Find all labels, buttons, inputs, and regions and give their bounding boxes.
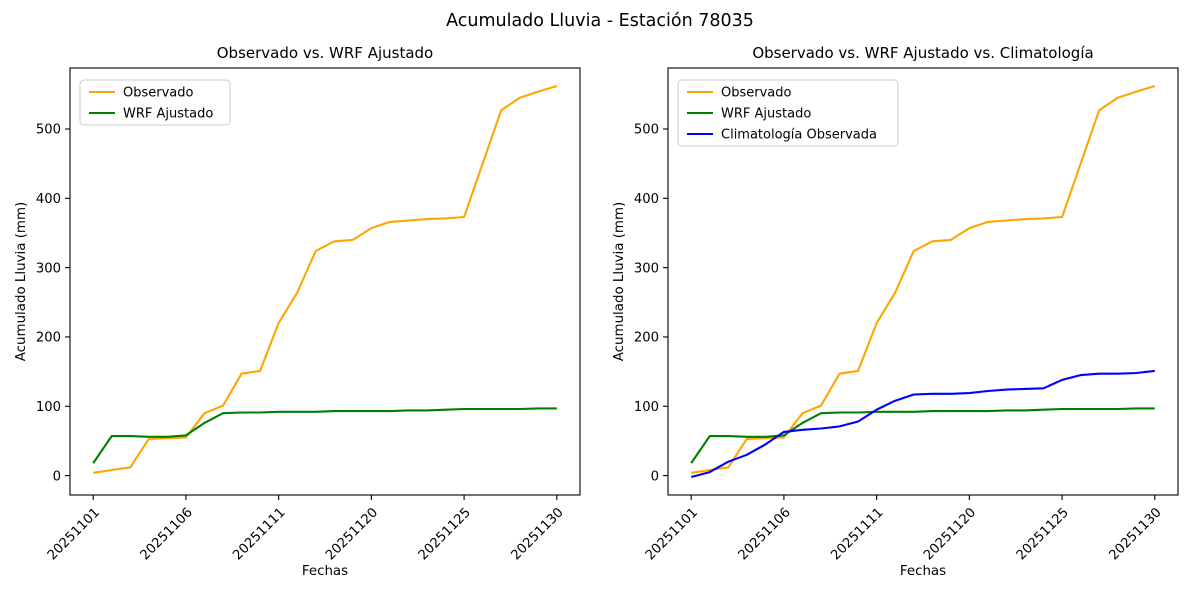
y-axis-label: Acumulado Lluvia (mm) [14,202,29,362]
y-tick-label: 200 [36,331,61,346]
legend-box [79,79,231,126]
x-tick-label: 20251106 [138,505,196,563]
subplot-title: Observado vs. WRF Ajustado vs. Climatolo… [752,44,1093,62]
legend-label-0: Observado [721,86,792,101]
legend-label-2: Climatología Observada [721,128,877,143]
legend-label-0: Observado [123,86,194,101]
x-tick-label: 20251111 [230,505,288,563]
x-tick-label: 20251101 [643,505,701,563]
y-tick-label: 400 [634,192,659,207]
x-tick-label: 20251120 [323,505,381,563]
y-tick-label: 300 [36,261,61,276]
x-tick-label: 20251101 [45,505,103,563]
y-tick-label: 300 [634,261,659,276]
series-line-observado [691,84,1156,474]
subplot-title: Observado vs. WRF Ajustado [217,44,433,62]
x-tick-label: 20251125 [1014,505,1072,563]
series-line-wrf-ajustado [92,407,557,464]
x-tick-label: 20251120 [921,505,979,563]
plot-frame [667,67,1179,496]
x-axis-label: Fechas [900,564,946,579]
series-line-wrf-ajustado [690,407,1155,464]
y-tick-label: 200 [634,331,659,346]
x-tick-label: 20251106 [736,505,794,563]
y-axis-label: Acumulado Lluvia (mm) [612,202,627,362]
subplot-1: 0 100 200 300 400 500 20251101 20251106 20251111… [14,44,581,579]
figure-title: Acumulado Lluvia - Estación 78035 [446,11,754,31]
y-tick-label: 500 [36,123,61,138]
y-tick-label: 100 [36,400,61,415]
y-tick-label: 0 [53,469,61,484]
x-tick-label: 20251111 [828,505,886,563]
x-tick-label: 20251125 [416,505,474,563]
y-tick-label: 400 [36,192,61,207]
x-tick-label: 20251130 [509,505,567,563]
legend-box [677,79,899,147]
y-tick-label: 0 [651,469,659,484]
x-tick-label: 20251130 [1107,505,1165,563]
plot-frame [69,67,581,496]
subplot-2: 0 100 200 300 400 500 20251101 20251106 20251111… [612,44,1179,579]
y-tick-label: 100 [634,400,659,415]
series-line-observado [93,84,558,474]
legend-label-1: WRF Ajustado [123,107,213,122]
y-tick-label: 500 [634,123,659,138]
legend-label-1: WRF Ajustado [721,107,811,122]
series-line-climatolog-a-observada [690,369,1155,479]
x-axis-label: Fechas [302,564,348,579]
